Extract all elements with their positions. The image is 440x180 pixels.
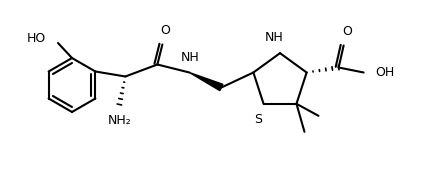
Text: O: O bbox=[161, 24, 170, 37]
Text: OH: OH bbox=[376, 66, 395, 79]
Text: NH₂: NH₂ bbox=[107, 114, 131, 127]
Text: O: O bbox=[343, 24, 352, 37]
Text: S: S bbox=[255, 113, 263, 126]
Polygon shape bbox=[189, 73, 223, 91]
Text: HO: HO bbox=[27, 31, 46, 44]
Text: NH: NH bbox=[264, 31, 283, 44]
Text: NH: NH bbox=[181, 51, 200, 64]
